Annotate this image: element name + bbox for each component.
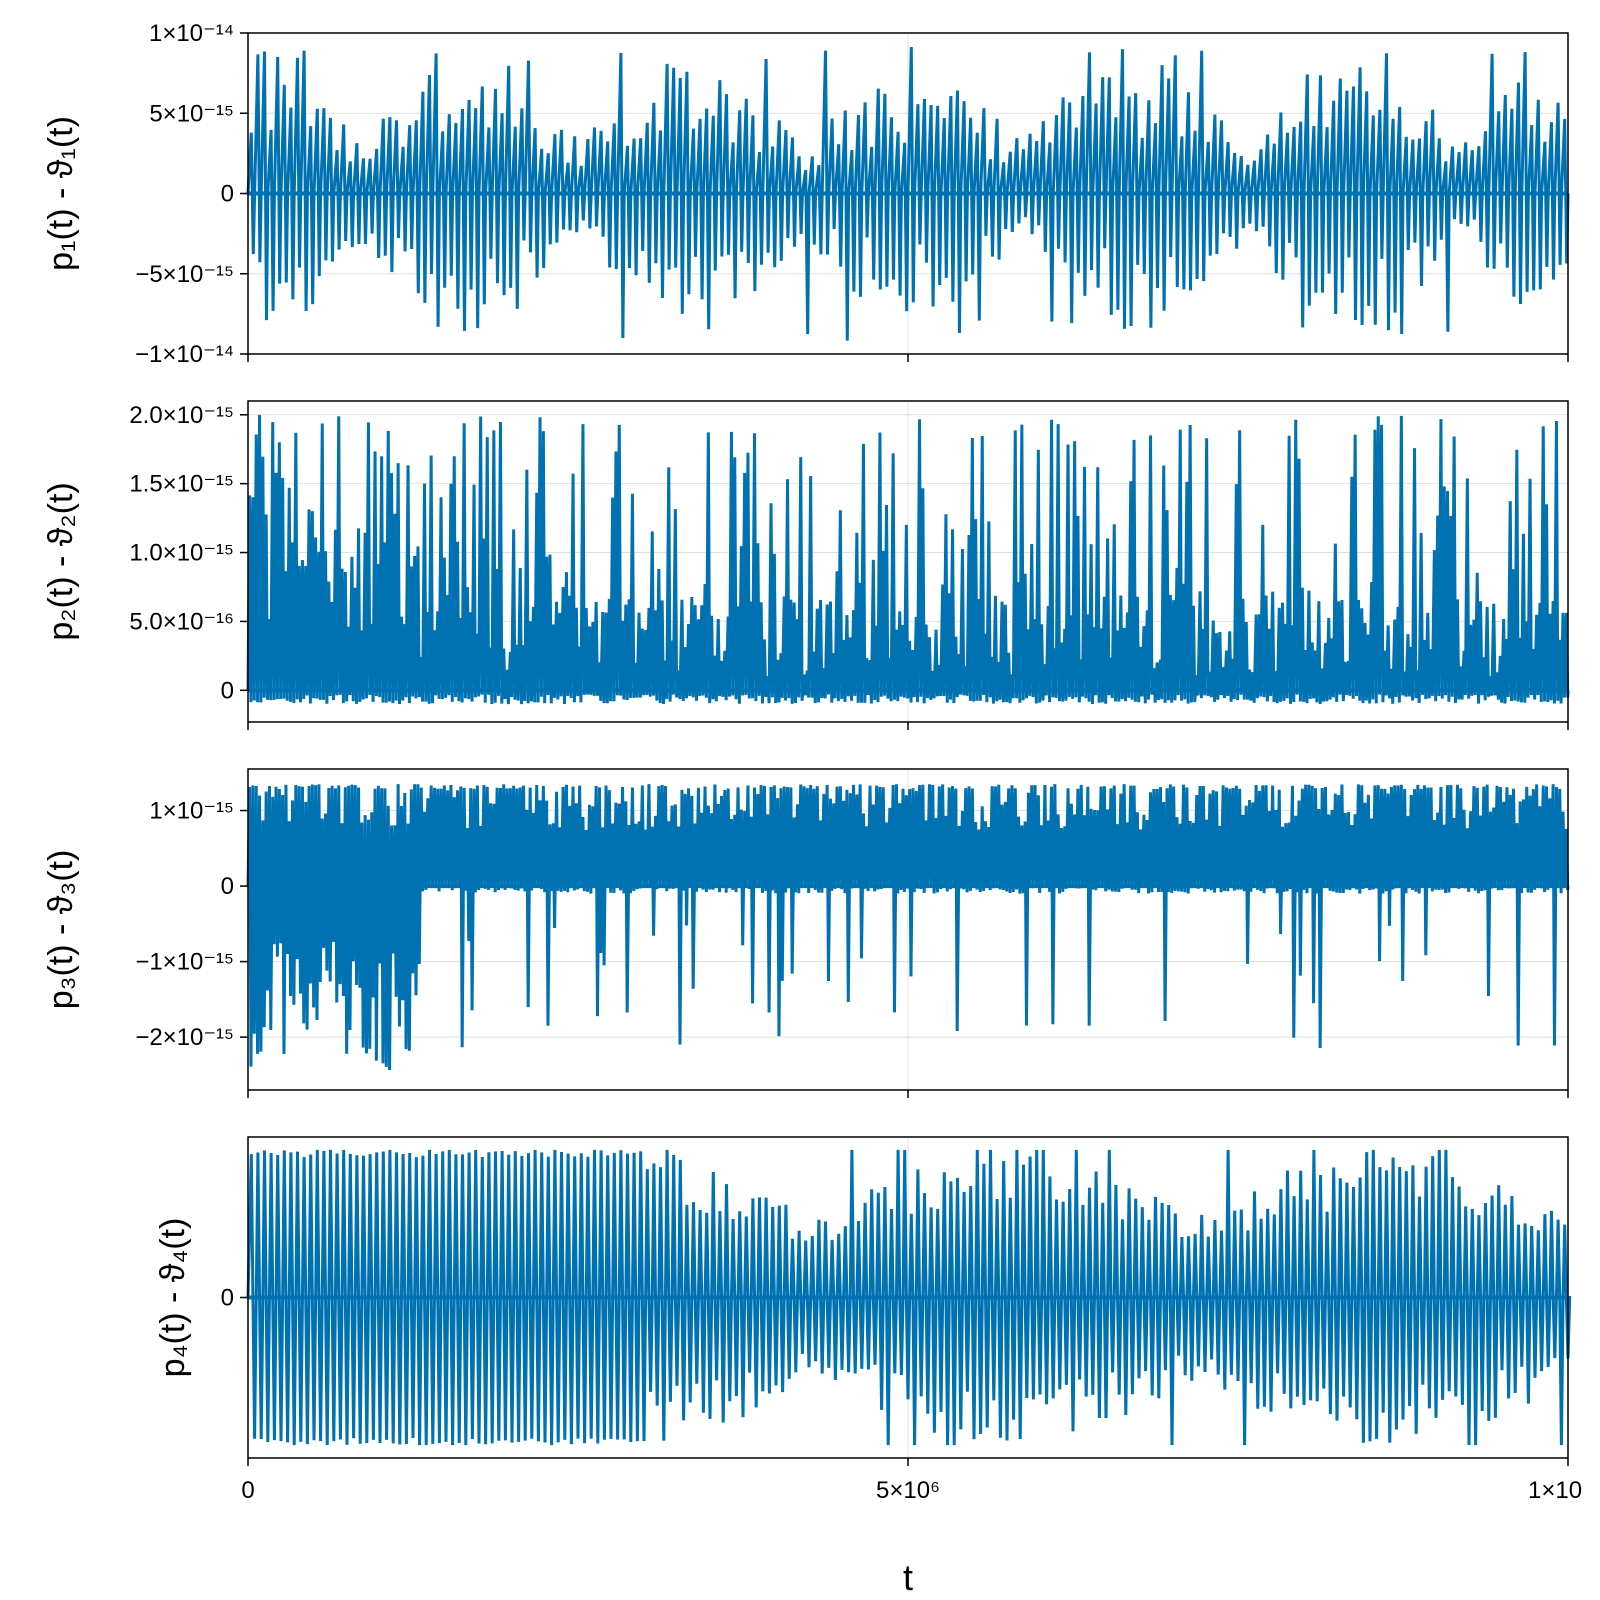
panel-4-y-tick-label-0: 0: [221, 1285, 234, 1312]
panel-1: 1×10⁻¹⁴ 5×10⁻¹⁵ 0 −5×10⁻¹⁵ −1×10⁻¹⁴ p₁(t) - ϑ…: [42, 20, 1570, 368]
panel-1-y-tick-label-4: −1×10⁻¹⁴: [135, 341, 234, 368]
panel-3-y-tick-label-2: −1×10⁻¹⁵: [135, 949, 234, 976]
panel-1-y-tick-label-2: 0: [221, 181, 234, 208]
x-tick-label-1: 5×10⁶: [876, 1477, 940, 1504]
panel-3-y-tick-label-0: 1×10⁻¹⁵: [149, 798, 234, 825]
panels: 1×10⁻¹⁴ 5×10⁻¹⁵ 0 −5×10⁻¹⁵ −1×10⁻¹⁴ p₁(t) - ϑ…: [42, 20, 1582, 1504]
panel-4-y-axis-label: p₄(t) - ϑ₄(t): [154, 1218, 192, 1378]
panel-2-y-tick-label-3: 5.0×10⁻¹⁶: [129, 608, 234, 635]
panel-2-y-tick-label-2: 1.0×10⁻¹⁵: [129, 540, 234, 567]
x-tick-label-2: 1×10: [1528, 1477, 1582, 1504]
panel-1-y-tick-label-3: −5×10⁻¹⁵: [135, 261, 234, 288]
panel-1-y-tick-label-0: 1×10⁻¹⁴: [149, 20, 234, 47]
x-axis-label: t: [903, 1557, 913, 1598]
panel-4: 0 p₄(t) - ϑ₄(t) 0 5×10⁶ 1×10: [154, 1136, 1582, 1504]
panel-2-y-tick-label-1: 1.5×10⁻¹⁵: [129, 471, 234, 498]
x-tick-label-0: 0: [241, 1477, 254, 1504]
panel-2-y-tick-label-0: 2.0×10⁻¹⁵: [129, 402, 234, 429]
panel-3-y-tick-label-3: −2×10⁻¹⁵: [135, 1024, 234, 1051]
panel-2-series-line: [246, 414, 1570, 705]
panel-2: 2.0×10⁻¹⁵ 1.5×10⁻¹⁵ 1.0×10⁻¹⁵ 5.0×10⁻¹⁶ 0 p₂(…: [42, 400, 1570, 730]
panel-1-y-tick-label-1: 5×10⁻¹⁵: [149, 100, 234, 127]
panel-1-y-axis-label: p₁(t) - ϑ₁(t): [42, 116, 80, 271]
panel-3-y-axis-label: p₃(t) - ϑ₃(t): [42, 850, 80, 1010]
panel-3-y-tick-label-1: 0: [221, 873, 234, 900]
panel-4-series-line: [246, 1149, 1572, 1446]
panel-2-y-axis-label: p₂(t) - ϑ₂(t): [42, 482, 80, 640]
panel-2-y-tick-label-4: 0: [221, 677, 234, 704]
panel-3: 1×10⁻¹⁵ 0 −1×10⁻¹⁵ −2×10⁻¹⁵ p₃(t) - ϑ₃(t): [42, 768, 1570, 1098]
